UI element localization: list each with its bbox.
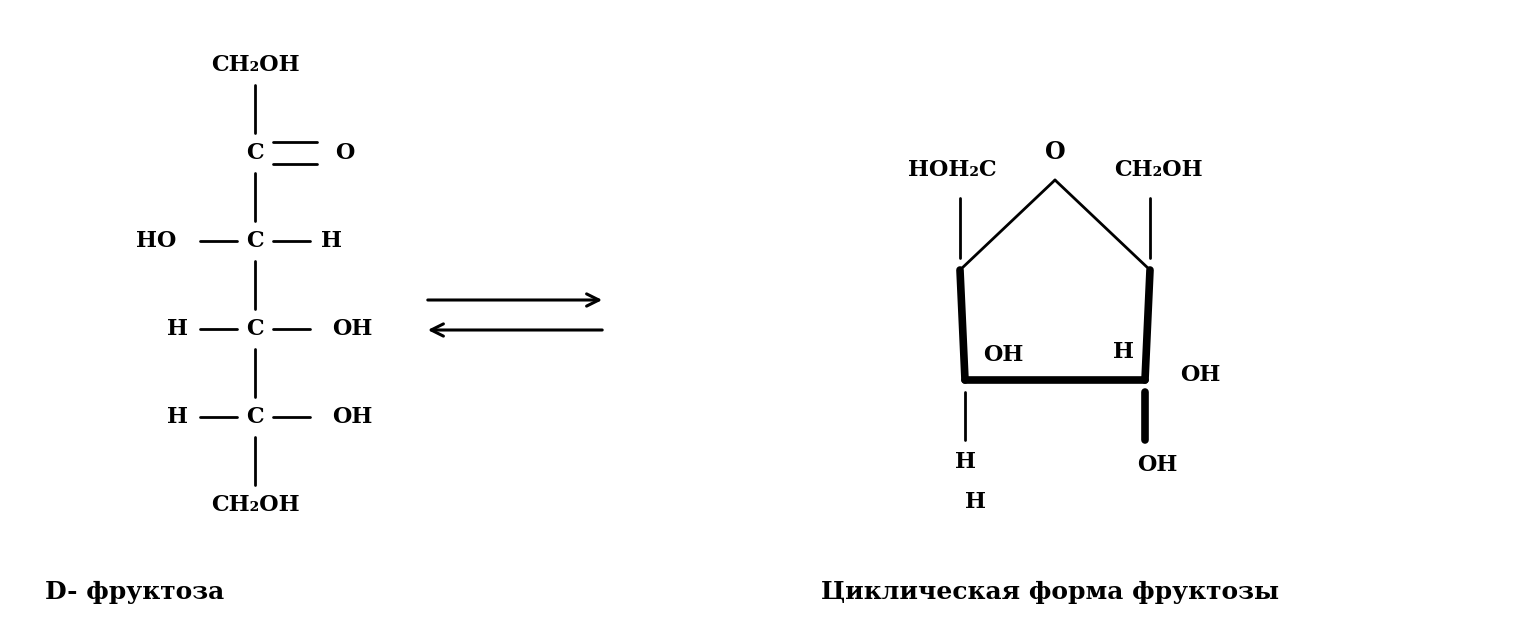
Text: O: O — [336, 142, 355, 164]
Text: OH: OH — [332, 318, 372, 340]
Text: CH₂OH: CH₂OH — [210, 494, 299, 516]
Text: OH: OH — [982, 344, 1023, 366]
Text: C: C — [246, 406, 264, 428]
Text: HO: HO — [136, 230, 177, 252]
Text: C: C — [246, 318, 264, 340]
Text: O: O — [1045, 140, 1066, 164]
Text: H: H — [168, 406, 189, 428]
Text: HOH₂C: HOH₂C — [907, 159, 996, 181]
Text: H: H — [964, 491, 985, 513]
Text: OH: OH — [332, 406, 372, 428]
Text: OH: OH — [1136, 454, 1177, 476]
Text: CH₂OH: CH₂OH — [210, 54, 299, 76]
Text: H: H — [1113, 341, 1133, 363]
Text: H: H — [168, 318, 189, 340]
Text: Циклическая форма фруктозы: Циклическая форма фруктозы — [820, 580, 1279, 604]
Text: OH: OH — [1180, 364, 1220, 386]
Text: H: H — [955, 451, 976, 473]
Text: C: C — [246, 230, 264, 252]
Text: H: H — [322, 230, 343, 252]
Text: C: C — [246, 142, 264, 164]
Text: D- фруктоза: D- фруктоза — [46, 580, 224, 604]
Text: CH₂OH: CH₂OH — [1113, 159, 1202, 181]
